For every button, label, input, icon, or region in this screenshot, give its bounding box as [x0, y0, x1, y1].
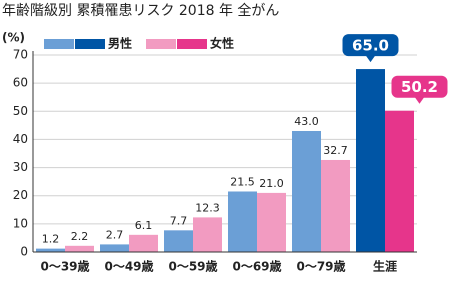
bar: [385, 110, 414, 252]
value-label: 1.2: [42, 233, 60, 246]
x-tick-label: 0〜69歳: [232, 259, 281, 274]
bar: [321, 159, 350, 252]
callout-tail: [414, 96, 425, 104]
y-tick-label: 10: [13, 216, 28, 230]
bar: [356, 69, 385, 252]
bar: [65, 245, 94, 252]
y-tick-label: 40: [13, 132, 28, 146]
x-tick-label: 0〜39歳: [40, 259, 89, 274]
legend-label: 男性: [108, 36, 132, 51]
value-label: 43.0: [294, 115, 319, 128]
legend-swatch: [146, 39, 176, 49]
value-label: 21.5: [230, 175, 255, 188]
legend-label: 女性: [210, 36, 234, 51]
bar: [36, 248, 65, 252]
value-label: 21.0: [259, 177, 284, 190]
value-label: 2.7: [106, 228, 124, 241]
bar: [129, 234, 158, 252]
chart-title: 年齢階級別 累積罹患リスク 2018 年 全がん: [2, 2, 279, 19]
y-tick-label: 70: [13, 48, 28, 62]
y-tick-label: 50: [13, 104, 28, 118]
x-tick-label: 0〜49歳: [104, 259, 153, 274]
legend-swatch: [44, 39, 74, 49]
bar: [292, 130, 321, 252]
legend-swatch: [177, 39, 207, 49]
callout-box: [342, 34, 399, 57]
x-tick-label: 生涯: [373, 259, 397, 274]
value-label: 7.7: [170, 214, 188, 227]
y-tick-label: 30: [13, 160, 28, 174]
bar: [193, 217, 222, 252]
bar: [228, 191, 257, 252]
value-label: 6.1: [135, 219, 153, 232]
callout-tail: [365, 55, 376, 63]
value-label: 32.7: [323, 144, 348, 157]
y-tick-label: 20: [13, 188, 28, 202]
value-label: 65.0: [352, 37, 389, 55]
y-tick-label: 60: [13, 76, 28, 90]
value-label: 12.3: [195, 201, 220, 214]
legend-swatch: [75, 39, 105, 49]
bar: [100, 244, 129, 252]
bar: [164, 230, 193, 252]
bar: [257, 192, 286, 252]
y-tick-label: 0: [20, 245, 28, 259]
value-label: 50.2: [401, 78, 438, 96]
x-tick-label: 0〜79歳: [296, 259, 345, 274]
y-axis-label: (%): [2, 31, 25, 45]
x-tick-label: 0〜59歳: [168, 259, 217, 274]
value-label: 2.2: [71, 230, 89, 243]
callout-box: [391, 75, 448, 98]
